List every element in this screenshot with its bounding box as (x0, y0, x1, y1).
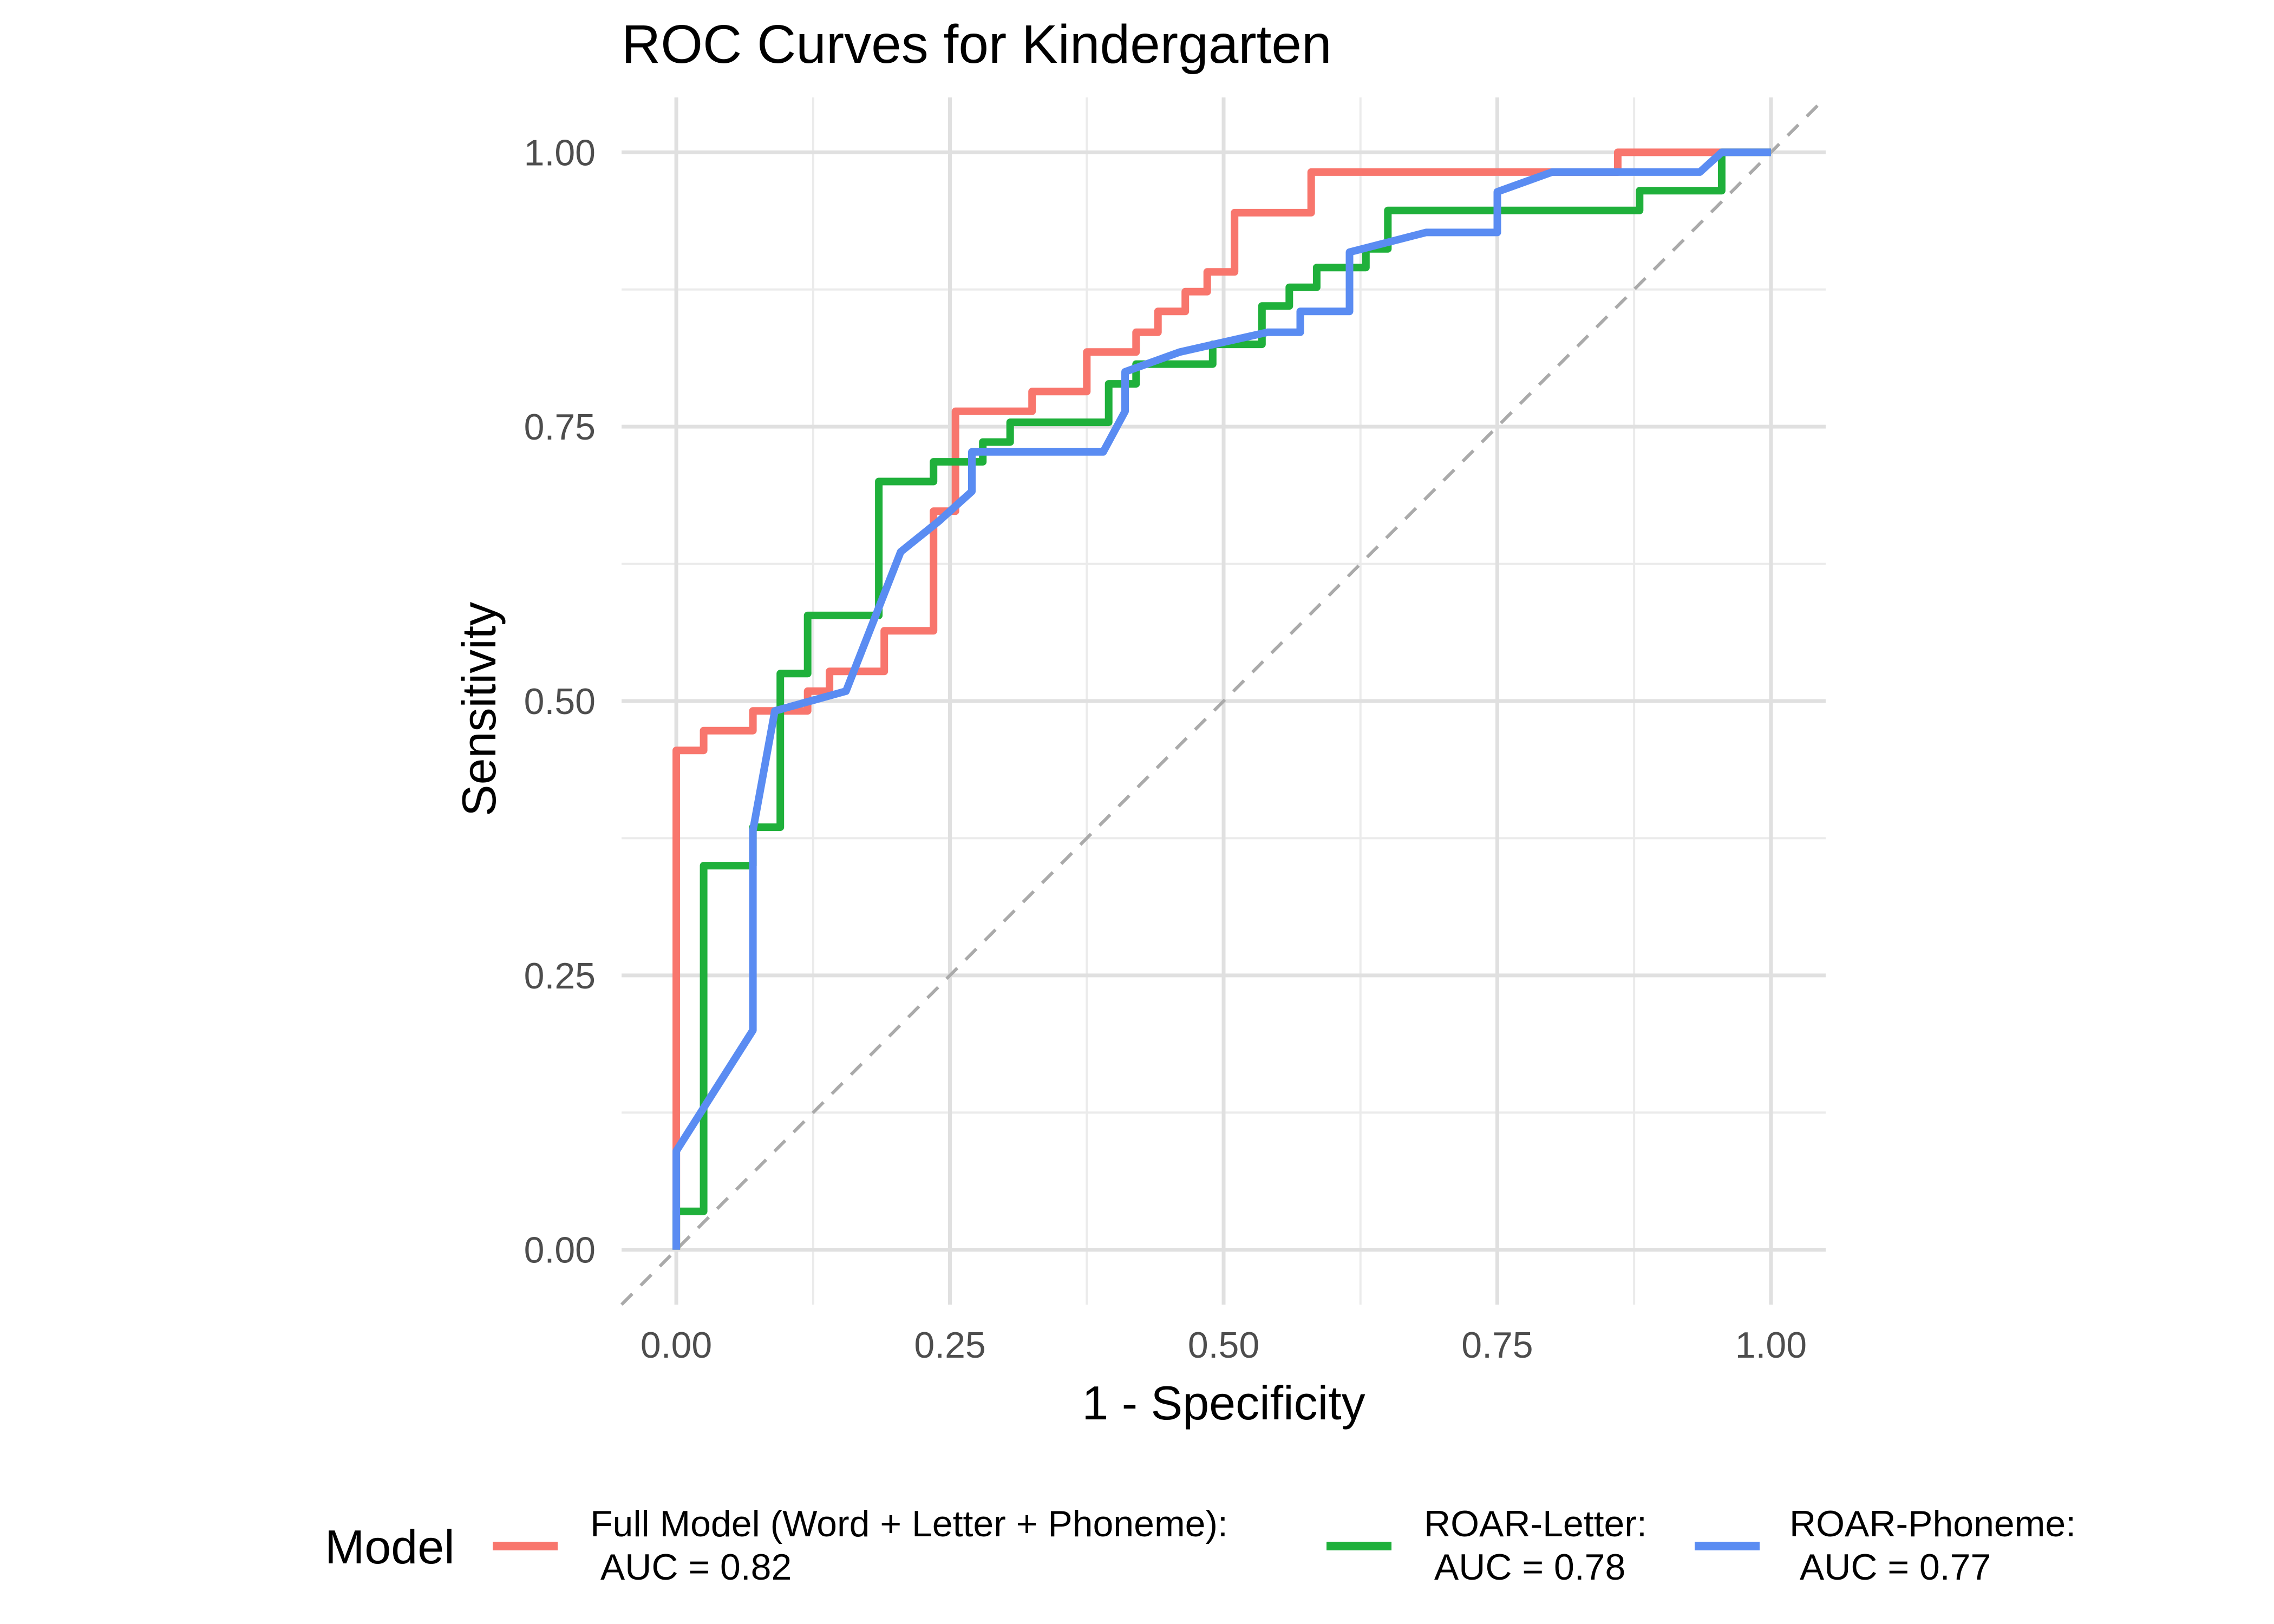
y-tick-label: 0.75 (524, 407, 596, 448)
x-tick-label: 0.00 (641, 1325, 712, 1366)
y-axis-label: Sensitivity (452, 602, 506, 816)
x-axis-label: 1 - Specificity (1082, 1376, 1365, 1430)
series-line-1 (672, 148, 1771, 1250)
chart-title: ROC Curves for Kindergarten (622, 14, 1332, 75)
legend-title: Model (325, 1520, 455, 1574)
series-line-2 (672, 148, 1771, 1250)
y-axis-ticks: 0.00 0.25 0.50 0.75 1.00 (524, 132, 596, 1271)
x-tick-label: 0.25 (914, 1325, 985, 1366)
x-tick-label: 0.50 (1188, 1325, 1259, 1366)
y-tick-label: 0.00 (524, 1230, 596, 1271)
x-tick-label: 1.00 (1735, 1325, 1807, 1366)
legend-label-0: Full Model (Word + Letter + Phoneme): AU… (590, 1503, 1228, 1588)
legend: Model Full Model (Word + Letter + Phonem… (325, 1503, 2076, 1588)
series-layer (672, 148, 1771, 1250)
x-axis-ticks: 0.00 0.25 0.50 0.75 1.00 (641, 1325, 1807, 1366)
legend-label-2: ROAR-Phoneme: AUC = 0.77 (1789, 1503, 2076, 1588)
legend-label-1: ROAR-Letter: AUC = 0.78 (1424, 1503, 1647, 1588)
x-tick-label: 0.75 (1461, 1325, 1533, 1366)
y-tick-label: 0.25 (524, 955, 596, 997)
reference-diagonal-line (620, 96, 1827, 1306)
y-tick-label: 1.00 (524, 132, 596, 173)
series-line-0 (672, 148, 1771, 1250)
y-tick-label: 0.50 (524, 681, 596, 722)
